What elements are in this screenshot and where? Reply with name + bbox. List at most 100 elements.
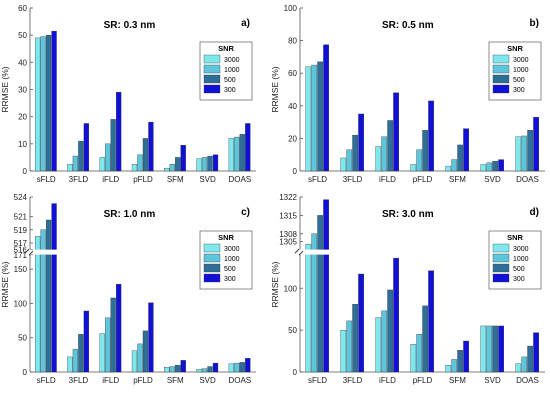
bar-DOAS-300 [245, 358, 251, 373]
bar-SFM-1000 [169, 164, 175, 172]
x-tick-label: sFLD [37, 376, 56, 385]
bar-sFLD-300 [323, 199, 329, 373]
legend-swatch-3000 [203, 54, 221, 64]
bar-SVD-3000 [480, 164, 487, 172]
y-tick-label: 100 [284, 4, 298, 13]
bar-SFM-1000 [451, 159, 458, 172]
bar-pFLD-3000 [410, 344, 417, 373]
bar-DOAS-3000 [515, 363, 522, 373]
bar-iFLD-300 [393, 92, 399, 172]
legend-label-1000: 1000 [224, 67, 240, 74]
legend-swatch-1000 [492, 253, 510, 263]
x-tick-label: 3FLD [69, 175, 89, 184]
bar-sFLD-3000 [34, 37, 41, 172]
legend-label-500: 500 [513, 266, 525, 273]
bar-iFLD-500 [387, 289, 394, 373]
bar-3FLD-500 [352, 303, 359, 373]
bar-SVD-1000 [201, 368, 208, 373]
x-tick-label: SVD [484, 376, 501, 385]
x-tick-label: DOAS [229, 376, 252, 385]
y-tick-label: 50 [18, 31, 27, 40]
bar-3FLD-3000 [67, 356, 73, 373]
axis-break-gap [26, 249, 94, 255]
y-tick-label: 50 [18, 334, 27, 343]
bar-3FLD-3000 [67, 164, 73, 172]
legend-swatch-500 [203, 74, 221, 84]
y-tick-label: 0 [293, 167, 298, 176]
bar-iFLD-300 [116, 92, 122, 172]
bar-DOAS-3000 [515, 136, 522, 172]
bar-DOAS-300 [533, 117, 539, 172]
x-tick-label: SVD [484, 175, 501, 184]
y-tick-label: 1315 [279, 211, 297, 220]
legend-label-500: 500 [224, 77, 236, 84]
bar-SVD-3000 [480, 325, 487, 373]
bar-SVD-300 [498, 159, 504, 172]
bar-SVD-500 [492, 325, 499, 373]
x-tick-label: iFLD [102, 175, 119, 184]
panel-title: SR: 3.0 nm [382, 209, 434, 220]
bar-iFLD-3000 [99, 157, 105, 172]
x-tick-label: DOAS [516, 376, 539, 385]
bar-sFLD-300 [51, 203, 57, 373]
y-tick-label: 60 [288, 69, 297, 78]
y-tick-label: 50 [288, 326, 297, 335]
bar-pFLD-3000 [131, 164, 138, 172]
x-tick-label: iFLD [379, 175, 396, 184]
legend-label-1000: 1000 [224, 256, 240, 263]
legend-swatch-300 [203, 84, 221, 94]
legend-label-1000: 1000 [513, 256, 529, 263]
y-tick-label: 100 [284, 284, 298, 293]
y-tick-label: 100 [14, 299, 28, 308]
bar-iFLD-500 [110, 297, 116, 373]
bar-DOAS-300 [245, 123, 251, 172]
bar-sFLD-1000 [311, 233, 318, 373]
legend-label-300: 300 [513, 87, 525, 94]
legend-title: SNR [507, 44, 523, 53]
bar-DOAS-300 [533, 332, 539, 373]
bar-SFM-1000 [451, 359, 458, 373]
x-tick-label: DOAS [516, 175, 539, 184]
bar-iFLD-300 [116, 284, 122, 373]
bar-pFLD-300 [428, 270, 434, 373]
y-tick-label: 521 [14, 213, 28, 222]
bar-sFLD-1000 [40, 229, 46, 373]
bar-sFLD-3000 [305, 66, 312, 172]
legend-swatch-1000 [203, 64, 221, 74]
y-axis-label: RRMSE (%) [0, 261, 10, 307]
bar-3FLD-3000 [340, 157, 347, 172]
bar-DOAS-1000 [234, 362, 240, 373]
y-tick-label: 0 [293, 368, 298, 377]
legend-label-300: 300 [513, 276, 525, 283]
legend-swatch-300 [492, 84, 510, 94]
panel-label: b) [530, 18, 539, 29]
x-tick-label: SVD [199, 175, 216, 184]
y-tick-label: 524 [14, 193, 28, 202]
bar-pFLD-3000 [131, 350, 138, 373]
x-tick-label: SVD [199, 376, 216, 385]
bar-sFLD-1000 [40, 36, 46, 172]
bar-3FLD-300 [358, 113, 364, 172]
legend-swatch-300 [492, 273, 510, 283]
legend-label-500: 500 [224, 266, 236, 273]
bar-SVD-300 [212, 362, 219, 373]
bar-pFLD-1000 [137, 154, 143, 172]
bar-iFLD-3000 [375, 317, 382, 373]
y-axis-label: RRMSE (%) [0, 66, 10, 112]
bar-SFM-3000 [164, 168, 170, 172]
bar-DOAS-500 [527, 345, 534, 373]
legend-label-3000: 3000 [224, 57, 240, 64]
y-tick-label: 40 [288, 102, 297, 111]
bar-sFLD-3000 [305, 244, 312, 373]
bar-pFLD-500 [422, 130, 429, 172]
bar-SVD-1000 [486, 162, 493, 172]
legend-label-500: 500 [513, 77, 525, 84]
bar-sFLD-500 [317, 215, 324, 373]
bar-iFLD-3000 [375, 146, 382, 172]
bar-SVD-1000 [486, 325, 493, 373]
legend-label-300: 300 [224, 87, 236, 94]
legend-label-3000: 3000 [513, 57, 529, 64]
bar-SFM-300 [463, 128, 469, 172]
